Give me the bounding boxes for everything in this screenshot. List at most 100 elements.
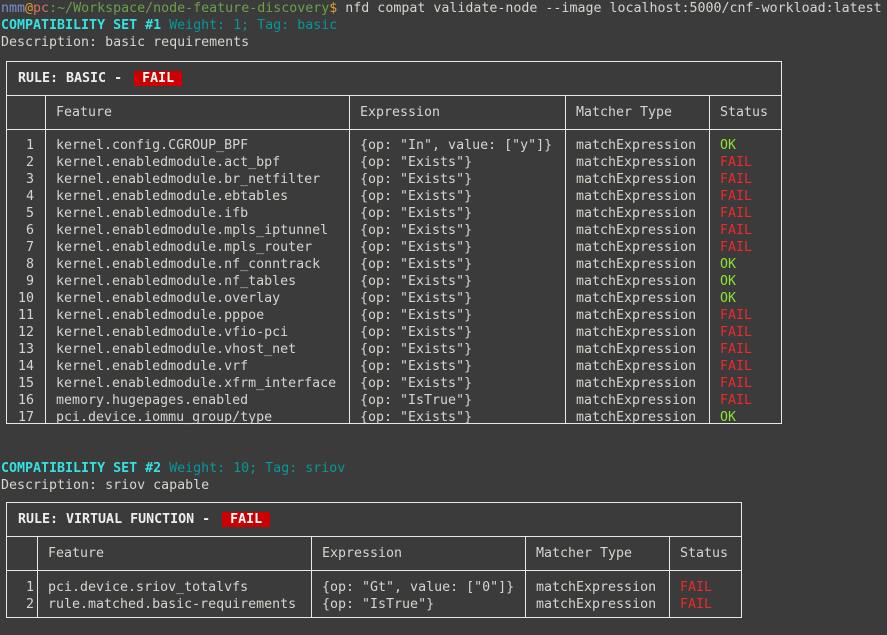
feature-cell: rule.matched.basic-requirements — [48, 597, 297, 612]
prompt-user: nmm — [1, 1, 26, 16]
matcher-type-cell: matchExpression — [536, 580, 657, 595]
expression-cell: {op: "Exists"} — [360, 206, 473, 221]
command-text: nfd compat validate-node --image localho… — [337, 1, 882, 16]
feature-cell: memory.hugepages.enabled — [56, 393, 249, 408]
matcher-type-cell: matchExpression — [576, 376, 697, 391]
feature-cell: kernel.enabledmodule.act_bpf — [56, 155, 281, 170]
expression-cell: {op: "Exists"} — [360, 172, 473, 187]
set-meta: Weight: 1; Tag: basic — [161, 18, 338, 33]
column-divider — [525, 536, 526, 617]
row-number: 16 — [18, 393, 35, 408]
feature-cell: kernel.enabledmodule.overlay — [56, 291, 281, 306]
set-title: COMPATIBILITY SET #2 — [1, 461, 162, 476]
rule-status-badge: FAIL — [134, 71, 183, 86]
matcher-type-cell: matchExpression — [576, 410, 697, 425]
prompt-symbol: $ — [329, 1, 338, 16]
matcher-type-cell: matchExpression — [576, 342, 697, 357]
expression-cell: {op: "Exists"} — [360, 376, 473, 391]
expression-cell: {op: "Exists"} — [360, 240, 473, 255]
set-title: COMPATIBILITY SET #1 — [1, 18, 162, 33]
feature-cell: kernel.enabledmodule.br_netfilter — [56, 172, 321, 187]
prompt-at: @ — [25, 1, 34, 16]
status-cell: FAIL — [720, 206, 753, 221]
matcher-type-cell: matchExpression — [576, 206, 697, 221]
matcher-type-cell: matchExpression — [576, 359, 697, 374]
expression-cell: {op: "Exists"} — [360, 410, 473, 425]
column-divider — [311, 536, 312, 617]
row-number: 6 — [26, 223, 35, 238]
column-divider — [37, 536, 38, 617]
row-number: 7 — [26, 240, 35, 255]
status-cell: FAIL — [720, 342, 753, 357]
row-number: 2 — [26, 597, 35, 612]
expression-cell: {op: "IsTrue"} — [360, 393, 473, 408]
status-cell: FAIL — [720, 189, 753, 204]
rule-title: RULE: BASIC - FAIL — [7, 62, 781, 96]
status-cell: OK — [720, 410, 737, 425]
feature-cell: kernel.enabledmodule.nf_tables — [56, 274, 297, 289]
row-number: 13 — [18, 342, 35, 357]
feature-cell: pci.device.sriov_totalvfs — [48, 580, 249, 595]
set-heading: COMPATIBILITY SET #1 Weight: 1; Tag: bas… — [1, 17, 337, 34]
row-number: 12 — [18, 325, 35, 340]
row-number: 11 — [18, 308, 35, 323]
feature-cell: kernel.enabledmodule.ifb — [56, 206, 249, 221]
prompt-host: pc — [33, 1, 50, 16]
status-cell: FAIL — [720, 223, 753, 238]
row-number: 1 — [26, 138, 35, 153]
expression-cell: {op: "Exists"} — [360, 189, 473, 204]
matcher-type-cell: matchExpression — [536, 597, 657, 612]
status-cell: FAIL — [720, 393, 753, 408]
expression-cell: {op: "IsTrue"} — [322, 597, 435, 612]
feature-cell: pci.device.iommu_group/type — [56, 410, 273, 425]
row-number: 4 — [26, 189, 35, 204]
expression-cell: {op: "Exists"} — [360, 359, 473, 374]
status-cell: OK — [720, 291, 737, 306]
status-cell: FAIL — [680, 580, 713, 595]
set-meta: Weight: 10; Tag: sriov — [161, 461, 346, 476]
set-description: Description: sriov capable — [1, 478, 210, 493]
status-cell: OK — [720, 274, 737, 289]
rule-label: RULE: VIRTUAL FUNCTION - — [18, 512, 219, 527]
rule-table: RULE: VIRTUAL FUNCTION - FAIL Feature Exp… — [6, 502, 742, 618]
status-cell: FAIL — [720, 240, 753, 255]
status-cell: OK — [720, 257, 737, 272]
header-divider — [7, 570, 741, 571]
set-heading: COMPATIBILITY SET #2 Weight: 10; Tag: sr… — [1, 460, 345, 477]
feature-cell: kernel.enabledmodule.ebtables — [56, 189, 289, 204]
shell-prompt: nmm@pc:~/Workspace/node-feature-discover… — [1, 0, 882, 17]
rule-table: RULE: BASIC - FAIL Feature Expression Matc… — [6, 61, 782, 425]
feature-cell: kernel.enabledmodule.vhost_net — [56, 342, 297, 357]
column-header: Feature — [48, 546, 105, 561]
feature-cell: kernel.enabledmodule.pppoe — [56, 308, 265, 323]
status-cell: FAIL — [720, 308, 753, 323]
expression-cell: {op: "Exists"} — [360, 291, 473, 306]
status-cell: FAIL — [680, 597, 713, 612]
matcher-type-cell: matchExpression — [576, 240, 697, 255]
column-divider — [45, 95, 46, 423]
column-header: Expression — [322, 546, 403, 561]
column-header: Matcher Type — [536, 546, 633, 561]
column-divider — [565, 95, 566, 423]
row-number: 10 — [18, 291, 35, 306]
matcher-type-cell: matchExpression — [576, 155, 697, 170]
column-header: Status — [720, 105, 769, 120]
feature-cell: kernel.enabledmodule.mpls_router — [56, 240, 313, 255]
row-number: 5 — [26, 206, 35, 221]
row-number: 8 — [26, 257, 35, 272]
status-cell: FAIL — [720, 359, 753, 374]
expression-cell: {op: "Exists"} — [360, 223, 473, 238]
rule-label: RULE: BASIC - — [18, 71, 131, 86]
rule-title: RULE: VIRTUAL FUNCTION - FAIL — [7, 503, 741, 537]
feature-cell: kernel.config.CGROUP_BPF — [56, 138, 249, 153]
header-divider — [7, 129, 781, 130]
expression-cell: {op: "Exists"} — [360, 274, 473, 289]
matcher-type-cell: matchExpression — [576, 393, 697, 408]
status-cell: OK — [720, 138, 737, 153]
column-header: Matcher Type — [576, 105, 673, 120]
rule-status-badge: FAIL — [222, 512, 271, 527]
row-number: 1 — [26, 580, 35, 595]
row-number: 17 — [18, 410, 35, 425]
expression-cell: {op: "In", value: ["y"]} — [360, 138, 553, 153]
prompt-path: :~/Workspace/node-feature-discovery — [49, 1, 330, 16]
